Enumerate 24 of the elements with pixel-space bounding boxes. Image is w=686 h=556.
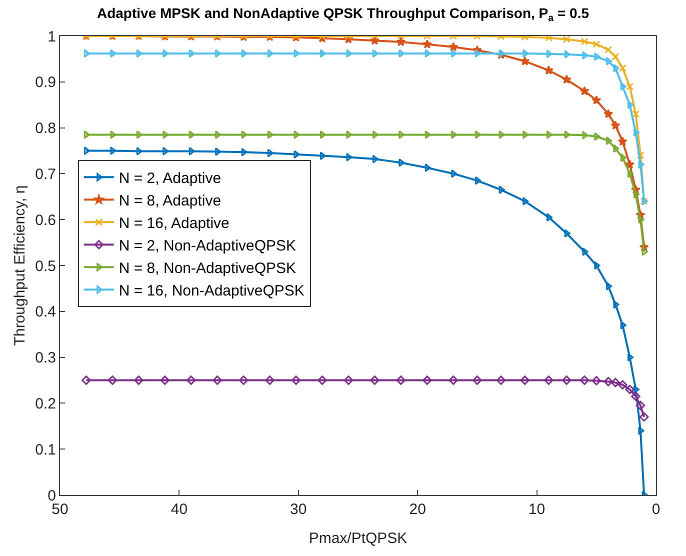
- x-tick-label: 0: [652, 501, 660, 518]
- y-tick-label: 0.2: [35, 395, 56, 412]
- y-tick-label: 0.4: [35, 304, 56, 321]
- legend-label: N = 8, Non-AdaptiveQPSK: [118, 260, 296, 278]
- y-tick-label: 0.6: [35, 212, 56, 229]
- x-tick-label: 10: [528, 501, 546, 518]
- y-axis-title: Throughput Efficiency, η: [11, 185, 28, 346]
- legend-label: N = 16, Non-AdaptiveQPSK: [118, 282, 304, 300]
- y-tick-label: 0.1: [35, 441, 56, 458]
- y-tick-label: 0.3: [35, 350, 56, 367]
- y-tick-label: 0.8: [35, 120, 56, 138]
- y-tick-label: 1: [48, 28, 56, 46]
- y-tick-label: 0.7: [35, 166, 56, 183]
- y-tick-label: 0.9: [35, 74, 56, 92]
- legend-label: N = 2, Non-AdaptiveQPSK: [118, 238, 296, 255]
- x-tick-label: 20: [409, 501, 426, 518]
- y-tick-label: 0.5: [35, 258, 56, 275]
- legend-label: N = 8, Adaptive: [118, 192, 222, 210]
- x-tick-label: 40: [170, 501, 188, 518]
- legend-label: N = 16, Adaptive: [118, 215, 230, 232]
- chart-title: Adaptive MPSK and NonAdaptive QPSK Throughput Comparison, P$_{a}$ = 0.5: [96, 5, 590, 24]
- legend-label: N = 2, Adaptive: [118, 170, 222, 188]
- x-tick-label: 30: [290, 501, 307, 518]
- x-axis-title: Pmax/PtQPSK: [308, 530, 408, 547]
